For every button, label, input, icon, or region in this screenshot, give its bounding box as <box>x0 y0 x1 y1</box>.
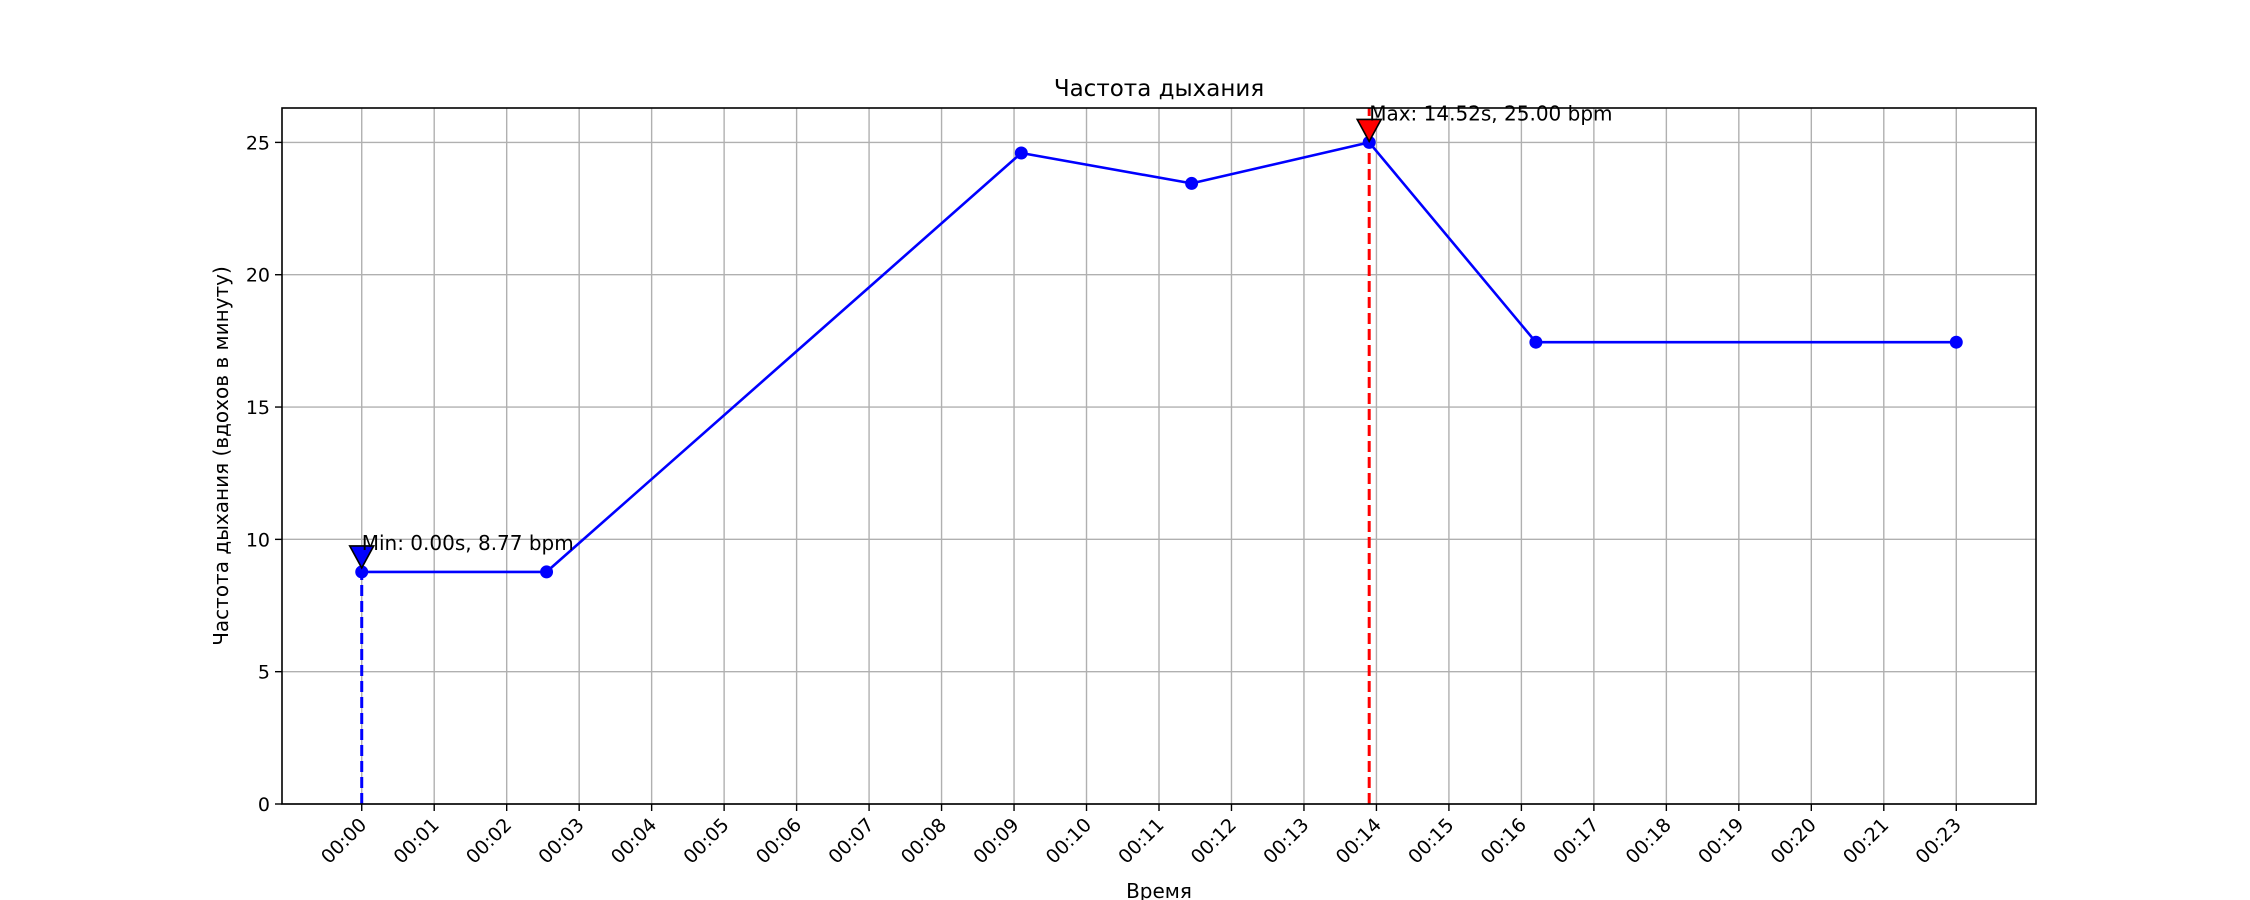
x-tick-label: 00:04 <box>607 814 661 868</box>
x-tick-label: 00:07 <box>824 814 878 868</box>
x-tick-label: 00:11 <box>1114 814 1168 868</box>
y-tick-label: 0 <box>258 794 270 816</box>
y-ticks: 0 5 10 15 20 25 <box>246 132 282 816</box>
annotation-lines <box>360 108 1371 804</box>
x-tick-label: 00:05 <box>679 814 733 868</box>
y-tick-label: 15 <box>246 397 270 419</box>
y-tick-label: 25 <box>246 132 270 154</box>
x-tick-label: 00:08 <box>897 814 951 868</box>
x-tick-label: 00:23 <box>1912 814 1966 868</box>
data-point <box>1529 335 1543 349</box>
x-tick-label: 00:03 <box>534 814 588 868</box>
x-tick-label: 00:09 <box>969 814 1023 868</box>
x-tick-label: 00:02 <box>462 814 516 868</box>
min-annotation-label: Min: 0.00s, 8.77 bpm <box>362 531 574 555</box>
x-tick-label: 00:06 <box>752 814 806 868</box>
x-tick-label: 00:13 <box>1259 814 1313 868</box>
x-tick-label: 00:17 <box>1549 814 1603 868</box>
x-tick-label: 00:21 <box>1839 814 1893 868</box>
series-layer <box>355 135 1963 579</box>
x-ticks: 00:00 00:01 00:02 00:03 00:04 00:05 00:06 00:07… <box>317 804 1966 868</box>
x-tick-label: 00:19 <box>1694 814 1748 868</box>
y-tick-label: 5 <box>258 662 270 684</box>
y-tick-label: 10 <box>246 529 270 551</box>
x-tick-label: 00:20 <box>1767 814 1821 868</box>
max-annotation-label: Max: 14.52s, 25.00 bpm <box>1369 101 1612 125</box>
x-axis-label: Время <box>1126 879 1192 900</box>
annotation-markers <box>348 118 1383 570</box>
x-tick-label: 00:18 <box>1622 814 1676 868</box>
x-tick-label: 00:14 <box>1332 814 1386 868</box>
data-point <box>1014 146 1028 160</box>
data-point <box>540 565 554 579</box>
data-point <box>1949 335 1963 349</box>
x-tick-label: 00:01 <box>389 814 443 868</box>
x-tick-label: 00:00 <box>317 814 371 868</box>
data-point <box>355 565 369 579</box>
y-axis-label: Частота дыхания (вдохов в минуту) <box>209 266 233 646</box>
chart-title: Частота дыхания <box>1054 76 1264 102</box>
data-point <box>1185 176 1199 190</box>
grid-lines <box>282 108 2036 805</box>
x-tick-label: 00:15 <box>1404 814 1458 868</box>
x-tick-label: 00:10 <box>1042 814 1096 868</box>
x-tick-label: 00:12 <box>1187 814 1241 868</box>
x-tick-label: 00:16 <box>1477 814 1531 868</box>
max-marker-triangle <box>1355 118 1383 144</box>
y-tick-label: 20 <box>246 265 270 287</box>
min-marker-triangle <box>348 545 376 570</box>
